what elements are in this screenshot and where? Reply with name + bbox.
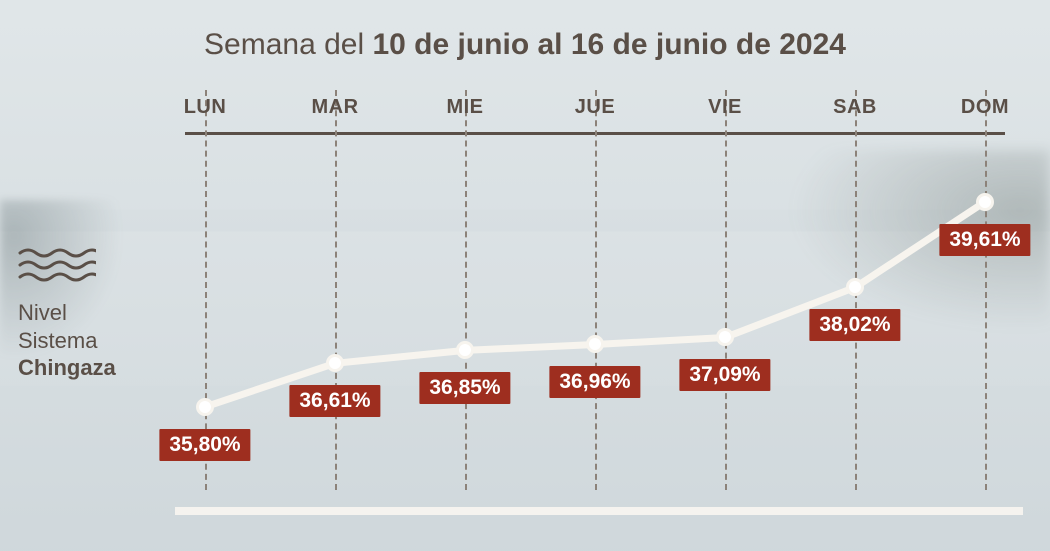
chart-point — [326, 354, 344, 372]
chart-point — [456, 341, 474, 359]
chart-value-label: 36,96% — [549, 366, 640, 398]
chart-point — [846, 278, 864, 296]
title-strong: 10 de junio al 16 de junio de 2024 — [372, 28, 846, 61]
chart-gridline — [725, 90, 727, 490]
chart-point — [586, 335, 604, 353]
side-label-line1: Nivel — [18, 299, 158, 327]
chart-bottom-rule — [175, 507, 1023, 515]
water-waves-icon — [18, 245, 96, 285]
chart-day-header: SAB — [833, 96, 877, 119]
chart-point — [716, 328, 734, 346]
chart-day-header: MIE — [446, 96, 483, 119]
chart-value-label: 36,61% — [289, 385, 380, 417]
chart-point — [976, 193, 994, 211]
chart-value-label: 38,02% — [809, 309, 900, 341]
chart-value-label: 37,09% — [679, 359, 770, 391]
chart-line-path — [175, 90, 1010, 490]
chart-gridline — [985, 90, 987, 490]
chart-gridline — [335, 90, 337, 490]
chart-value-label: 36,85% — [419, 372, 510, 404]
chart-day-header: MAR — [311, 96, 358, 119]
chart-day-header: DOM — [961, 96, 1009, 119]
chart-value-label: 39,61% — [939, 224, 1030, 256]
side-label-line3: Chingaza — [18, 354, 158, 382]
side-label-line2: Sistema — [18, 327, 158, 355]
title-prefix: Semana del — [204, 28, 372, 61]
chart-day-header: JUE — [575, 96, 615, 119]
level-line-chart: LUN35,80%MAR36,61%MIE36,85%JUE36,96%VIE3… — [175, 90, 1010, 490]
chart-gridline — [465, 90, 467, 490]
page-title: Semana del 10 de junio al 16 de junio de… — [0, 28, 1050, 62]
chart-point — [196, 398, 214, 416]
side-label: Nivel Sistema Chingaza — [18, 245, 158, 382]
chart-gridline — [595, 90, 597, 490]
chart-value-label: 35,80% — [159, 429, 250, 461]
chart-day-header: LUN — [184, 96, 227, 119]
chart-day-header: VIE — [708, 96, 742, 119]
